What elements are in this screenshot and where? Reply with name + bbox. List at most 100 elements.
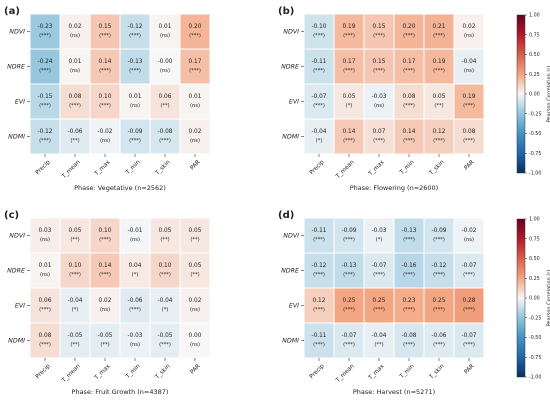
colorbar-tick-label: -0.25 [529,111,541,117]
cell-significance-label: (***) [99,272,111,278]
heatmap-cell [423,252,455,289]
cell-value-label: -0.13 [128,59,143,65]
heatmap-cell [363,83,395,120]
x-tick-label: PAR [464,159,476,171]
cell-significance-label: (ns) [374,103,384,109]
cell-significance-label: (***) [313,68,325,74]
heatmap-cell [179,252,211,289]
x-tick-label: T_skin [428,159,446,177]
cell-significance-label: (***) [39,342,51,348]
heatmap-cell [59,252,91,289]
heatmap-cell [179,13,211,50]
cell-significance-label: (***) [403,103,415,109]
cell-significance-label: (ns) [70,68,80,74]
cell-significance-label: (***) [463,342,475,348]
colorbar: 1.00 0.75 0.50 0.25 0.00 -0.25 -0.50 -0.75 -1.00… [516,217,550,381]
y-tick-label: NDVI [283,29,299,36]
cell-value-label: 0.20 [189,24,202,30]
cell-significance-label: (ns) [160,68,170,74]
heatmap-cell [149,13,181,50]
colorbar-tick-label: 0.25 [529,72,540,78]
cell-value-label: -0.04 [158,298,173,304]
cell-value-label: 0.12 [313,298,326,304]
heatmap-panel-4: (d) -0.11 (***) -0.09 (***) -0.03 (*) -0.13 (***… [278,210,550,396]
cell-value-label: 0.05 [189,263,202,269]
cell-significance-label: (***) [433,307,445,313]
y-tick-label: NDVI [9,29,25,36]
heatmap-cell [119,252,151,289]
cell-significance-label: (**) [160,237,169,243]
y-tick-label: NDMI [282,338,299,345]
heatmap-cell [393,217,425,254]
cell-value-label: 0.15 [373,59,386,65]
heatmap-cell [423,118,455,155]
heatmap-cell [29,322,61,359]
cell-significance-label: (***) [403,33,415,39]
heatmap-cell [29,252,61,289]
cell-value-label: 0.03 [39,228,52,234]
heatmap-panel-2: (b) -0.10 (***) 0.19 (***) 0.15 (***) 0.20 (***)… [278,6,550,192]
cell-significance-label: (***) [69,272,81,278]
cell-value-label: 0.07 [373,129,386,135]
heatmap-cell [119,287,151,324]
heatmap-cell [453,252,485,289]
colorbar-tick-label: -0.75 [529,355,541,361]
cell-value-label: 0.02 [189,298,202,304]
heatmap-cell [149,83,181,120]
cell-value-label: 0.10 [159,263,172,269]
colorbar-label: Pearson Correlation (r) [547,66,550,123]
y-tick-label: NDMI [8,134,25,141]
cell-significance-label: (**) [70,342,79,348]
heatmap-cell [393,287,425,324]
heatmap-cell [333,287,365,324]
cell-significance-label: (*) [72,307,79,313]
cell-value-label: -0.04 [462,59,477,65]
cell-significance-label: (***) [313,307,325,313]
cell-significance-label: (ns) [100,307,110,313]
cell-value-label: 0.12 [433,129,446,135]
x-tick-label: Precip [35,363,52,380]
heatmap-cell [333,13,365,50]
cell-significance-label: (ns) [40,237,50,243]
heatmap-cell [453,322,485,359]
cell-value-label: 0.08 [403,94,416,100]
x-tick-label: T_skin [428,363,446,381]
cell-significance-label: (***) [39,68,51,74]
cell-value-label: -0.03 [372,94,387,100]
x-tick-label: T_min [124,159,141,176]
cell-value-label: 0.05 [189,228,202,234]
cell-significance-label: (ns) [190,307,200,313]
heatmap-cell [393,83,425,120]
heatmap-cell [89,322,121,359]
heatmap-cell [149,287,181,324]
panel-label: (c) [4,210,19,221]
colorbar-tick-label: 0.75 [529,236,540,242]
cell-significance-label: (ns) [70,33,80,39]
cell-significance-label: (***) [39,307,51,313]
cell-significance-label: (***) [403,342,415,348]
heatmap-cell [59,287,91,324]
cell-value-label: 0.17 [343,59,356,65]
heatmap-cell [363,13,395,50]
heatmap-cell [89,217,121,254]
cell-significance-label: (***) [159,272,171,278]
x-tick-label: T_mean [61,159,82,180]
heatmap-cell [89,252,121,289]
cell-significance-label: (**) [70,237,79,243]
heatmap-cell [363,322,395,359]
cell-significance-label: (***) [403,237,415,243]
heatmap-cell [333,83,365,120]
cell-value-label: 0.14 [343,129,356,135]
cell-significance-label: (ns) [130,342,140,348]
y-tick-label: EVI [15,303,25,310]
x-tick-label: PAR [464,363,476,375]
x-tick-label: T_mean [335,363,356,384]
colorbar-tick-label: 1.00 [529,217,540,223]
cell-value-label: -0.04 [372,333,387,339]
y-tick-label: NDRE [281,268,299,275]
x-tick-label: PAR [190,159,202,171]
cell-value-label: -0.02 [98,129,113,135]
cell-value-label: 0.19 [343,24,356,30]
heatmap-cell [303,118,335,155]
heatmap-cell [179,83,211,120]
